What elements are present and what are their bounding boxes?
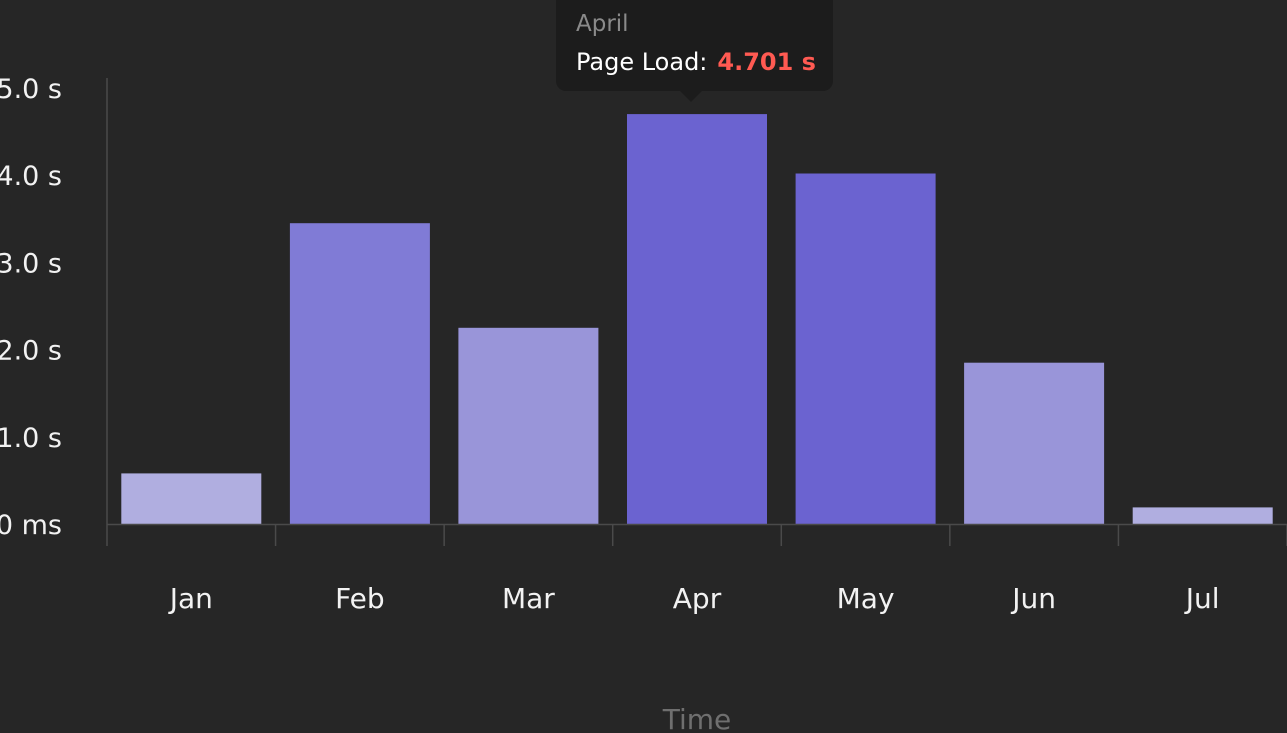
- y-tick-label: 4.0 s: [0, 161, 62, 192]
- x-tick-label: Jun: [1010, 582, 1056, 615]
- x-tick-label: Mar: [502, 582, 555, 615]
- bars-layer: [121, 114, 1273, 524]
- chart-tooltip: April Page Load: 4.701 s: [556, 0, 833, 102]
- bar-feb: [289, 223, 430, 524]
- bar-jul: [1132, 507, 1273, 524]
- x-axis-title: Time: [662, 703, 732, 733]
- y-tick-label: 0 ms: [0, 510, 62, 541]
- labels-layer: 0 ms 1.0 s 2.0 s 3.0 s 4.0 s 5.0 s Jan Feb Mar Ap…: [0, 74, 1220, 615]
- bar-mar: [458, 327, 599, 524]
- tooltip-title: April: [576, 11, 629, 37]
- bar-may: [795, 173, 936, 524]
- tooltip-value: 4.701 s: [717, 48, 816, 76]
- bar-jan: [121, 473, 262, 524]
- x-tick-label: Apr: [673, 582, 722, 615]
- tooltip-series-label: Page Load:: [576, 48, 708, 76]
- x-tick-label: May: [837, 582, 895, 615]
- axes-layer: [106, 78, 1287, 546]
- y-tick-label: 3.0 s: [0, 248, 62, 279]
- tooltip-row: Page Load: 4.701 s: [576, 40, 816, 84]
- x-tick-label: Jul: [1184, 582, 1220, 615]
- x-tick-label: Feb: [335, 582, 385, 615]
- y-tick-label: 2.0 s: [0, 336, 62, 367]
- y-tick-label: 5.0 s: [0, 74, 62, 105]
- x-tick-label: Jan: [168, 582, 213, 615]
- bar-apr: [627, 114, 767, 524]
- y-tick-label: 1.0 s: [0, 423, 62, 454]
- bar-jun: [964, 362, 1105, 524]
